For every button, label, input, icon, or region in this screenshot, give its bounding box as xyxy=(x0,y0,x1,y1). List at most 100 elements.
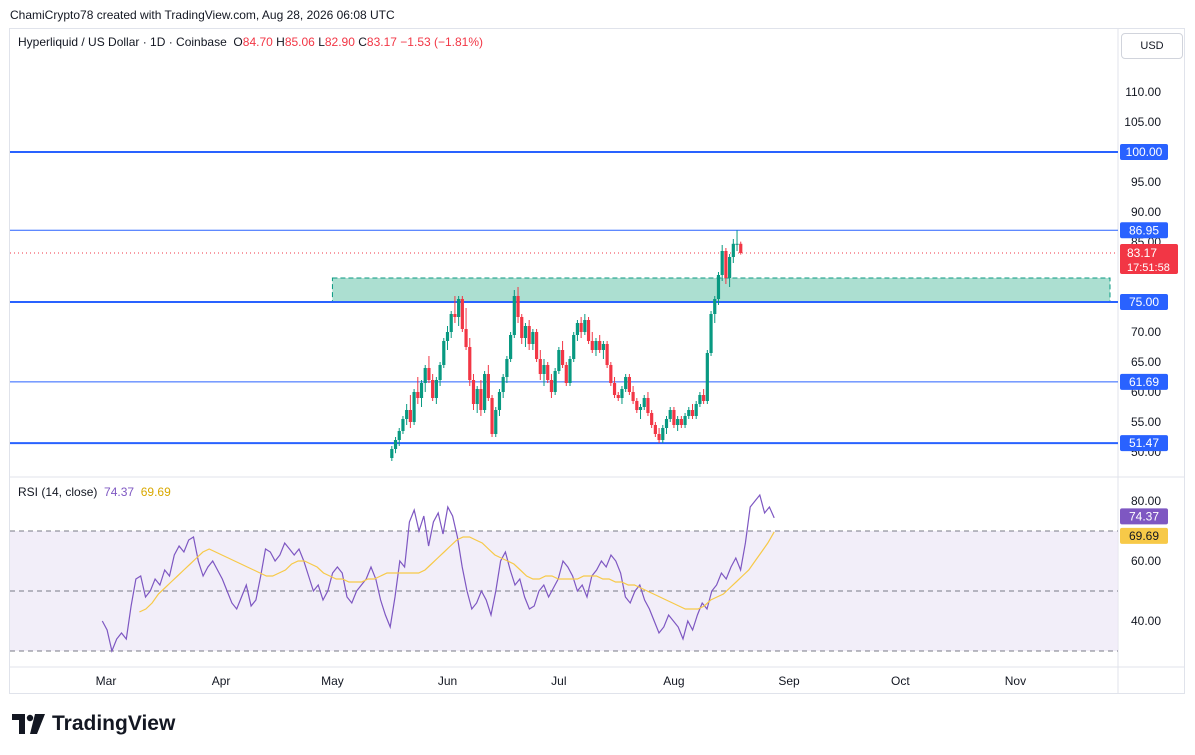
candle-body[interactable] xyxy=(505,359,509,377)
candle-body[interactable] xyxy=(490,398,494,434)
candle-body[interactable] xyxy=(575,323,580,335)
candle-body[interactable] xyxy=(609,365,613,383)
candle-body[interactable] xyxy=(676,419,680,425)
candle-body[interactable] xyxy=(546,365,550,380)
candle-body[interactable] xyxy=(702,395,706,401)
candle-body[interactable] xyxy=(393,440,398,449)
rsi-ma-line[interactable] xyxy=(139,531,775,613)
rsi-line[interactable] xyxy=(101,493,775,654)
candle-body[interactable] xyxy=(431,380,435,398)
candle-body[interactable] xyxy=(594,341,598,350)
candle-body[interactable] xyxy=(705,353,709,401)
candle-body[interactable] xyxy=(457,299,461,317)
candle-body[interactable] xyxy=(412,392,416,422)
candle-body[interactable] xyxy=(471,380,476,404)
candle-body[interactable] xyxy=(694,404,698,416)
candle-body[interactable] xyxy=(668,410,672,419)
candle-body[interactable] xyxy=(531,332,535,344)
candle-body[interactable] xyxy=(453,314,457,317)
candle-body[interactable] xyxy=(631,392,635,401)
tradingview-logo[interactable]: TradingView xyxy=(12,712,175,736)
candle-body[interactable] xyxy=(494,410,498,434)
candle-body[interactable] xyxy=(475,389,479,404)
candle-body[interactable] xyxy=(672,410,676,425)
candle-body[interactable] xyxy=(687,410,691,416)
candle-body[interactable] xyxy=(598,341,602,350)
candle-body[interactable] xyxy=(642,398,646,407)
candle-body[interactable] xyxy=(650,413,654,425)
candle-body[interactable] xyxy=(579,323,583,332)
candle-body[interactable] xyxy=(464,329,468,347)
candle-body[interactable] xyxy=(527,326,531,344)
candle-body[interactable] xyxy=(624,377,628,389)
candle-body[interactable] xyxy=(449,314,453,332)
candle-body[interactable] xyxy=(679,419,683,425)
candle-body[interactable] xyxy=(724,251,728,278)
candle-body[interactable] xyxy=(683,416,687,425)
candle-body[interactable] xyxy=(605,344,609,365)
candle-body[interactable] xyxy=(638,407,643,410)
candle-body[interactable] xyxy=(479,389,483,410)
candle-body[interactable] xyxy=(557,350,561,371)
candle-body[interactable] xyxy=(612,383,617,395)
candle-body[interactable] xyxy=(690,410,695,416)
candle-body[interactable] xyxy=(590,341,594,350)
candle-body[interactable] xyxy=(583,320,587,332)
candle-body[interactable] xyxy=(401,419,405,431)
candle-body[interactable] xyxy=(657,434,661,440)
candle-body[interactable] xyxy=(653,425,657,434)
candle-body[interactable] xyxy=(601,344,606,350)
candle-body[interactable] xyxy=(627,377,631,392)
candle-body[interactable] xyxy=(635,401,639,410)
candle-body[interactable] xyxy=(501,377,505,392)
candle-body[interactable] xyxy=(709,314,713,353)
candle-body[interactable] xyxy=(442,341,446,365)
candle-body[interactable] xyxy=(713,299,717,314)
candle-body[interactable] xyxy=(698,395,702,404)
candle-body[interactable] xyxy=(445,332,450,341)
supply-zone-box[interactable] xyxy=(331,277,1111,303)
candle-body[interactable] xyxy=(390,449,394,458)
candle-body[interactable] xyxy=(483,374,487,410)
currency-button[interactable]: USD xyxy=(1121,33,1183,59)
candle-body[interactable] xyxy=(416,392,420,398)
candle-body[interactable] xyxy=(423,368,427,383)
candle-body[interactable] xyxy=(434,380,438,398)
candle-body[interactable] xyxy=(497,392,502,410)
candle-body[interactable] xyxy=(620,389,624,398)
candle-body[interactable] xyxy=(427,368,431,380)
candle-body[interactable] xyxy=(568,359,572,383)
candle-body[interactable] xyxy=(468,347,472,380)
candle-body[interactable] xyxy=(586,320,591,341)
candle-body[interactable] xyxy=(520,317,524,338)
candle-body[interactable] xyxy=(549,380,554,392)
candle-body[interactable] xyxy=(534,332,539,359)
candle-body[interactable] xyxy=(460,299,464,329)
candle-body[interactable] xyxy=(716,275,721,299)
candle-body[interactable] xyxy=(646,398,650,413)
candle-body[interactable] xyxy=(572,335,576,359)
candle-body[interactable] xyxy=(731,243,735,257)
candle-body[interactable] xyxy=(616,395,620,398)
candle-body[interactable] xyxy=(538,359,542,374)
candle-body[interactable] xyxy=(523,326,528,338)
candle-body[interactable] xyxy=(512,296,516,335)
candle-body[interactable] xyxy=(661,428,665,440)
candle-body[interactable] xyxy=(405,410,409,419)
candle-body[interactable] xyxy=(564,365,568,383)
candle-body[interactable] xyxy=(560,350,565,365)
candle-body[interactable] xyxy=(720,251,724,275)
candle-body[interactable] xyxy=(542,365,546,374)
candle-body[interactable] xyxy=(735,243,739,245)
candle-body[interactable] xyxy=(553,371,557,392)
candle-body[interactable] xyxy=(419,383,424,398)
candle-body[interactable] xyxy=(516,296,520,317)
candle-body[interactable] xyxy=(486,374,490,398)
candle-body[interactable] xyxy=(438,365,442,380)
candle-body[interactable] xyxy=(728,257,732,278)
candle-body[interactable] xyxy=(397,431,401,440)
candle-body[interactable] xyxy=(664,419,669,428)
candle-body[interactable] xyxy=(509,335,513,359)
candle-body[interactable] xyxy=(408,410,412,422)
